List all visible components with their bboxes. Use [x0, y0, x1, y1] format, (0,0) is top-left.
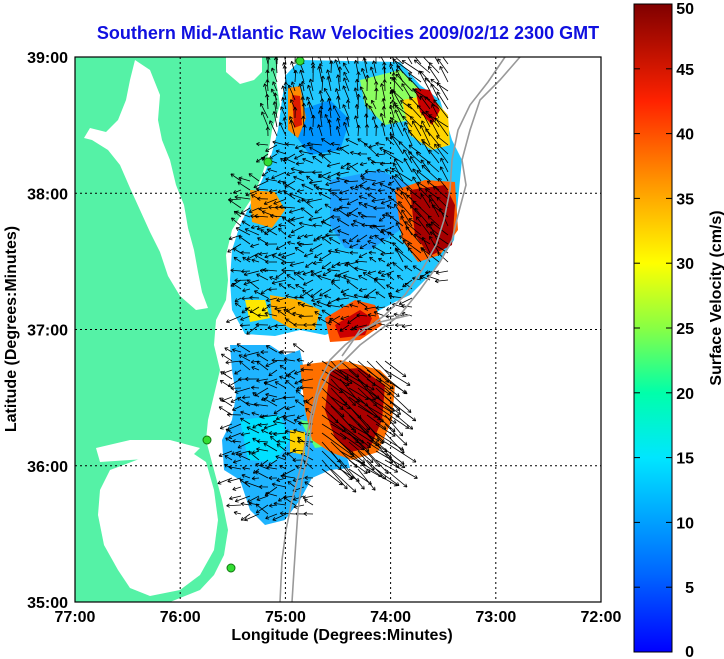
x-tick-label: 73:00 [475, 609, 516, 626]
y-tick-label: 37:00 [27, 323, 68, 340]
albemarle-sound [96, 440, 200, 462]
x-axis-ticks: 77:00 76:00 75:00 74:00 73:00 72:00 [55, 609, 622, 626]
colorbar-label: Surface Velocity (cm/s) [708, 210, 724, 385]
velocity-vectors [217, 57, 449, 522]
colorbar-tick-label: 0 [685, 644, 694, 659]
y-axis-label: Latitude (Degrees:Minutes) [3, 226, 20, 432]
delaware-bay [226, 57, 262, 84]
colorbar-tick-label: 5 [685, 580, 694, 597]
colorbar-tick-label: 35 [676, 191, 694, 208]
colorbar-tick-label: 10 [676, 515, 694, 532]
radar-stations [202, 57, 305, 573]
colorbar-ticks: 0 5 10 15 20 25 30 35 40 45 50 [634, 1, 694, 659]
map-title: Southern Mid-Atlantic Raw Velocities 200… [96, 23, 600, 43]
x-tick-label: 76:00 [160, 609, 201, 626]
colorbar-tick-label: 25 [676, 321, 694, 338]
colorbar-tick-label: 20 [676, 386, 694, 403]
x-tick-label: 75:00 [265, 609, 306, 626]
station-marker [263, 157, 273, 167]
colorbar-tick-label: 15 [676, 451, 694, 468]
x-tick-label: 74:00 [370, 609, 411, 626]
colorbar-tick-label: 30 [676, 256, 694, 273]
x-tick-label: 72:00 [581, 609, 622, 626]
chesapeake-bay [84, 60, 208, 310]
colorbar-tick-label: 50 [676, 1, 694, 18]
grid-lines [75, 57, 601, 602]
colorbar-tick-label: 45 [676, 62, 694, 79]
y-tick-label: 36:00 [27, 459, 68, 476]
colorbar-tick-label: 40 [676, 127, 694, 144]
y-tick-label: 38:00 [27, 186, 68, 203]
station-marker [295, 57, 305, 66]
x-tick-label: 77:00 [55, 609, 96, 626]
station-marker [226, 563, 236, 573]
x-axis-label: Longitude (Degrees:Minutes) [231, 627, 452, 644]
station-marker [202, 435, 212, 445]
y-axis-ticks: 39:00 38:00 37:00 36:00 35:00 [27, 50, 68, 612]
colorbar [633, 3, 673, 653]
plot-frame [74, 56, 602, 603]
y-tick-label: 35:00 [27, 595, 68, 612]
y-tick-label: 39:00 [27, 50, 68, 67]
pamlico-sound [98, 450, 218, 596]
